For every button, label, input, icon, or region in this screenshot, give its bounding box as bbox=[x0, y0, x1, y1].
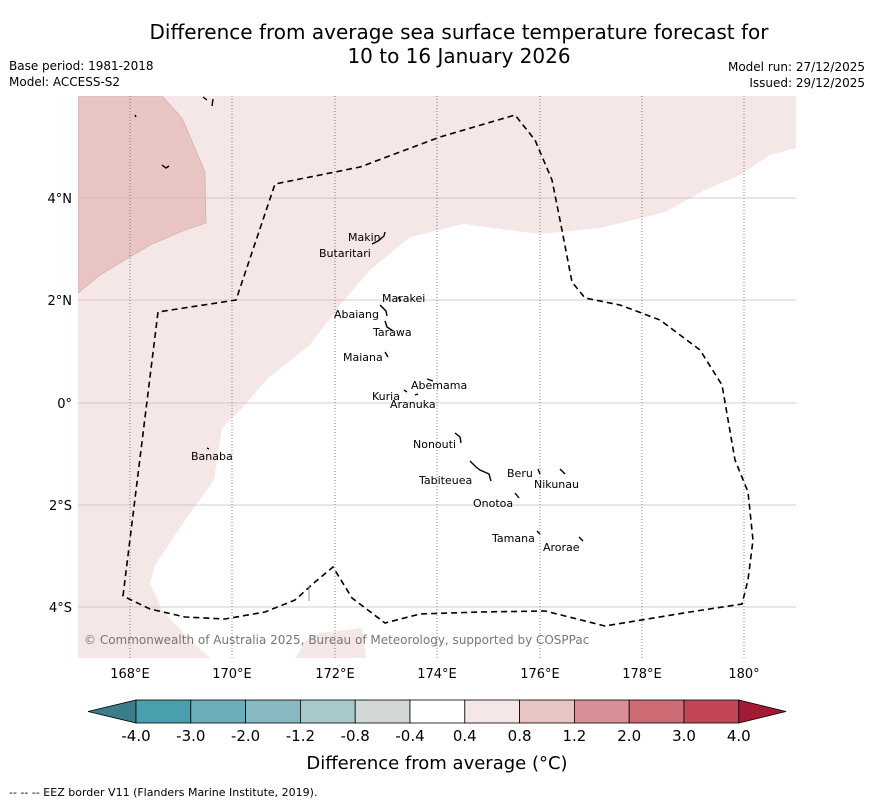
colorbar-tick-label: -1.2 bbox=[286, 727, 315, 745]
lon-axis-labels: 168°E 170°E 172°E 174°E 176°E 178°E 180° bbox=[110, 667, 759, 682]
lon-label-170e: 170°E bbox=[212, 667, 252, 682]
colorbar-segment bbox=[190, 699, 247, 724]
colorbar-tick-label: 3.0 bbox=[672, 727, 696, 745]
label-maiana: Maiana bbox=[343, 351, 383, 364]
issued-date: Issued: 29/12/2025 bbox=[749, 76, 865, 90]
base-period: Base period: 1981-2018 bbox=[9, 59, 154, 73]
label-butaritari: Butaritari bbox=[319, 247, 371, 260]
label-tamana: Tamana bbox=[491, 532, 535, 545]
meta-right: Model run: 27/12/2025 Issued: 29/12/2025 bbox=[728, 59, 865, 91]
label-abemama: Abemama bbox=[411, 379, 467, 392]
label-tabiteuea: Tabiteuea bbox=[418, 474, 472, 487]
colorbar-extend-low bbox=[87, 699, 137, 724]
lon-label-180: 180° bbox=[728, 667, 759, 682]
island-nikunau bbox=[559, 468, 566, 475]
island-tarawa bbox=[384, 320, 394, 332]
anomaly-fill-0.8-1.2 bbox=[78, 96, 207, 294]
label-nonouti: Nonouti bbox=[413, 438, 456, 451]
colorbar-tick-label: 0.8 bbox=[508, 727, 532, 745]
island-abaiang bbox=[379, 304, 388, 317]
island-kuria bbox=[403, 389, 419, 396]
island-banaba bbox=[206, 447, 210, 450]
island-arorae bbox=[578, 536, 584, 542]
label-marakei: Marakei bbox=[382, 292, 425, 305]
map-title: Difference from average sea surface temp… bbox=[85, 20, 833, 68]
label-nikunau: Nikunau bbox=[534, 478, 579, 491]
colorbar-segment bbox=[519, 699, 575, 724]
lon-label-168e: 168°E bbox=[110, 667, 150, 682]
colorbar-extend-high bbox=[738, 699, 787, 724]
island-abemama bbox=[426, 378, 434, 382]
label-banaba: Banaba bbox=[191, 450, 233, 463]
island-butaritari bbox=[371, 231, 386, 245]
meta-left: Base period: 1981-2018 Model: ACCESS-S2 bbox=[9, 58, 154, 90]
islands bbox=[134, 96, 584, 542]
lon-label-178e: 178°E bbox=[622, 667, 662, 682]
longitude-gridlines bbox=[129, 96, 745, 658]
island-onotoa bbox=[514, 492, 520, 499]
colorbar-segment bbox=[245, 699, 301, 724]
island-maiana bbox=[384, 351, 389, 358]
colorbar-segment bbox=[354, 699, 411, 724]
title-line-1: Difference from average sea surface temp… bbox=[149, 20, 769, 44]
colorbar-tick-label: 1.2 bbox=[562, 727, 586, 745]
colorbar-tick-label: -0.8 bbox=[341, 727, 370, 745]
lon-label-174e: 174°E bbox=[417, 667, 457, 682]
lat-label-0: 0° bbox=[57, 397, 72, 412]
label-beru: Beru bbox=[507, 467, 533, 480]
colorbar-tick-label: 4.0 bbox=[727, 727, 751, 745]
label-arorae: Arorae bbox=[543, 541, 580, 554]
label-makin: Makin bbox=[348, 231, 381, 244]
place-labels: Makin Butaritari Marakei Abaiang Tarawa … bbox=[191, 231, 580, 554]
label-tarawa: Tarawa bbox=[372, 326, 412, 339]
copyright-notice: © Commonwealth of Australia 2025, Bureau… bbox=[84, 633, 589, 647]
colorbar-segment bbox=[574, 699, 630, 724]
colorbar-tick-label: -3.0 bbox=[176, 727, 205, 745]
map-area: Makin Butaritari Marakei Abaiang Tarawa … bbox=[78, 96, 796, 658]
colorbar-tick-label: -2.0 bbox=[231, 727, 260, 745]
lat-label-4n: 4°N bbox=[48, 192, 73, 207]
island-marshall-south bbox=[134, 114, 170, 169]
colorbar: -4.0 -3.0 -2.0 -1.2 -0.8 -0.4 0.4 0.8 1.2 2.0 3.0 4… bbox=[87, 699, 787, 745]
eez-legend: -- -- -- EEZ border V11 (Flanders Marine… bbox=[9, 786, 318, 799]
colorbar-segment bbox=[464, 699, 520, 724]
colorbar-tick-label: 2.0 bbox=[617, 727, 641, 745]
eez-border bbox=[122, 114, 754, 627]
island-tabiteuea bbox=[469, 460, 492, 482]
colorbar-segment bbox=[628, 699, 685, 724]
lat-label-2s: 2°S bbox=[49, 499, 72, 514]
label-onotoa: Onotoa bbox=[473, 497, 513, 510]
colorbar-segment bbox=[409, 699, 466, 724]
island-northwest bbox=[202, 96, 214, 107]
colorbar-segment bbox=[135, 699, 192, 724]
colorbar-label: Difference from average (°C) bbox=[306, 753, 567, 774]
model-run: Model run: 27/12/2025 bbox=[727, 60, 865, 74]
lat-label-4s: 4°S bbox=[49, 601, 72, 616]
colorbar-tick-label: -0.4 bbox=[395, 727, 424, 745]
colorbar-tick-label: 0.4 bbox=[453, 727, 477, 745]
model-name: Model: ACCESS-S2 bbox=[9, 75, 121, 89]
label-kuria: Kuria bbox=[372, 390, 400, 403]
lon-label-176e: 176°E bbox=[520, 667, 560, 682]
title-line-2: 10 to 16 January 2026 bbox=[347, 44, 571, 68]
colorbar-segment bbox=[299, 699, 356, 724]
colorbar-segment bbox=[683, 699, 740, 724]
lat-axis-labels: 4°N 2°N 0° 2°S 4°S bbox=[48, 192, 73, 616]
island-nonouti bbox=[454, 432, 462, 444]
island-tamana bbox=[536, 530, 541, 535]
label-abaiang: Abaiang bbox=[334, 308, 379, 321]
colorbar-tick-label: -4.0 bbox=[121, 727, 150, 745]
lat-label-2n: 2°N bbox=[48, 294, 73, 309]
label-aranuka: Aranuka bbox=[390, 398, 436, 411]
island-marakei bbox=[397, 296, 402, 302]
island-beru bbox=[537, 468, 541, 475]
lon-label-172e: 172°E bbox=[315, 667, 355, 682]
